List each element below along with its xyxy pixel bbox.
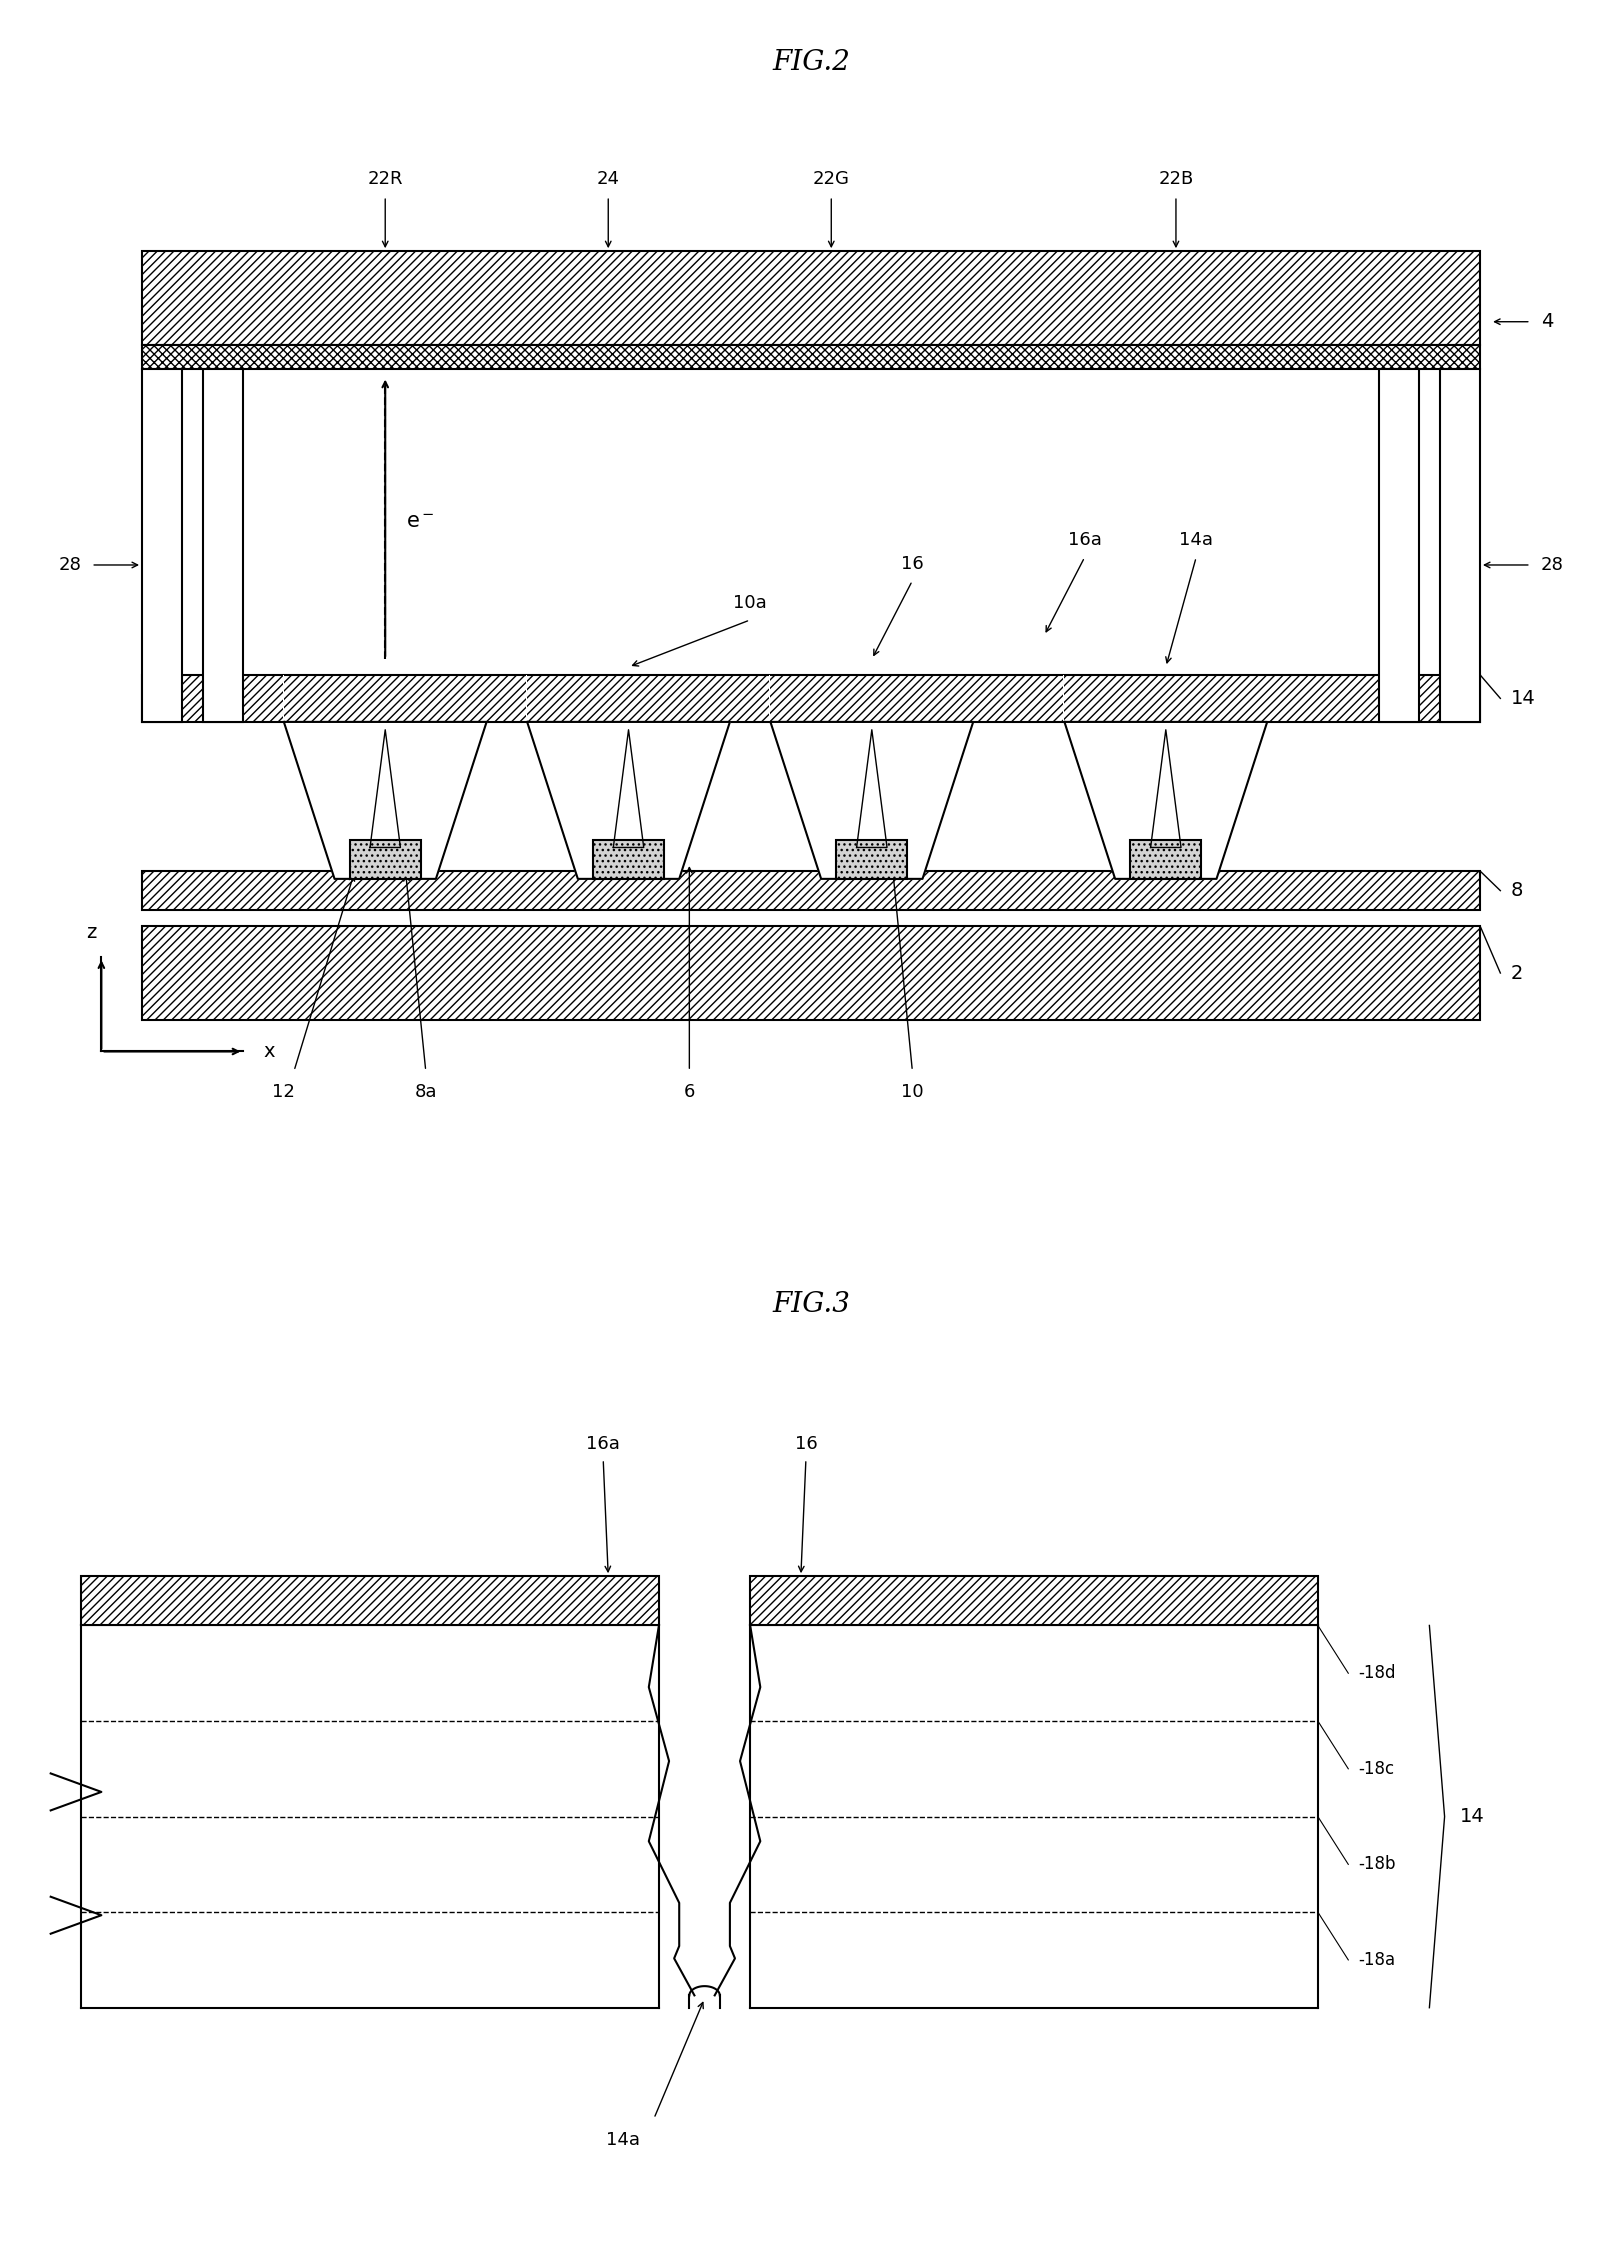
Bar — [143, 675, 1481, 722]
Polygon shape — [1150, 729, 1181, 847]
Bar — [143, 251, 1481, 345]
Bar — [594, 841, 663, 879]
Polygon shape — [770, 722, 973, 879]
Bar — [143, 926, 1481, 1020]
Text: 14: 14 — [1460, 1807, 1484, 1825]
Text: 4: 4 — [1541, 312, 1554, 332]
Text: FIG.2: FIG.2 — [772, 49, 850, 76]
Text: e$^-$: e$^-$ — [406, 511, 435, 531]
Text: 22R: 22R — [368, 170, 402, 188]
Polygon shape — [856, 729, 887, 847]
Text: -18a: -18a — [1359, 1951, 1395, 1968]
Text: 6: 6 — [683, 1083, 696, 1101]
Text: 28: 28 — [1541, 556, 1564, 574]
Text: -18c: -18c — [1359, 1760, 1395, 1778]
Text: 12: 12 — [272, 1083, 295, 1101]
Polygon shape — [284, 722, 487, 879]
Bar — [350, 841, 420, 879]
Text: z: z — [86, 924, 96, 942]
Text: 16a: 16a — [586, 1435, 620, 1453]
Text: -18b: -18b — [1359, 1856, 1397, 1874]
Text: 16: 16 — [900, 554, 925, 572]
Text: x: x — [264, 1043, 276, 1060]
Bar — [1440, 368, 1481, 722]
Text: 14: 14 — [1510, 688, 1536, 708]
Text: FIG.3: FIG.3 — [772, 1291, 850, 1318]
Text: 22B: 22B — [1158, 170, 1194, 188]
Text: 22G: 22G — [813, 170, 850, 188]
Text: 16a: 16a — [1067, 531, 1101, 549]
Polygon shape — [527, 722, 730, 879]
Text: 26: 26 — [1379, 516, 1401, 536]
Bar — [81, 1576, 659, 1625]
Text: 10: 10 — [902, 1083, 923, 1101]
Text: 10a: 10a — [733, 594, 767, 612]
Bar — [749, 1576, 1317, 1625]
Text: 24: 24 — [597, 170, 620, 188]
Text: 14a: 14a — [607, 2130, 641, 2150]
Bar — [143, 345, 1481, 368]
Polygon shape — [613, 729, 644, 847]
Polygon shape — [370, 729, 401, 847]
Text: 14a: 14a — [1179, 531, 1213, 549]
Bar — [1379, 368, 1419, 722]
Text: 28: 28 — [58, 556, 81, 574]
Polygon shape — [1064, 722, 1267, 879]
Bar — [1131, 841, 1202, 879]
Bar — [143, 368, 183, 722]
Text: -18d: -18d — [1359, 1664, 1397, 1682]
Bar — [143, 870, 1481, 910]
Text: 8a: 8a — [415, 1083, 436, 1101]
Bar — [203, 368, 243, 722]
Text: 8: 8 — [1510, 881, 1523, 899]
Text: 2: 2 — [1510, 964, 1523, 982]
Bar — [837, 841, 907, 879]
Text: 16: 16 — [795, 1435, 817, 1453]
